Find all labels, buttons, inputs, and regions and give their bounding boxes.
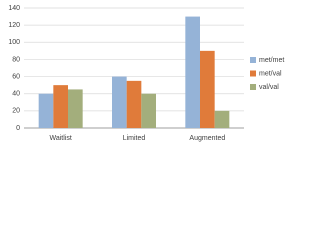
y-tick-label: 40 [12,91,20,98]
x-tick-label: Waitlist [50,135,72,142]
legend-label: val/val [259,84,279,91]
y-tick-label: 80 [12,56,20,63]
bar [53,85,68,128]
legend-label: met/met [259,57,284,64]
bar [68,89,83,128]
bar [141,93,156,128]
y-tick-label: 100 [8,39,20,46]
legend-swatch [250,70,256,77]
bar [112,76,127,128]
legend-swatch [250,57,256,63]
y-tick-label: 120 [8,22,20,29]
x-tick-label: Augmented [189,135,225,142]
legend-swatch [250,84,256,90]
bar [214,110,230,128]
bar [200,50,215,128]
y-tick-label: 60 [12,73,20,80]
y-tick-label: 20 [12,108,20,115]
chart: 0 20 40 60 80 100 120 140 Waitlist Limited Augment… [8,5,284,142]
y-tick-label: 0 [16,125,20,132]
bar [126,80,142,128]
legend-label: met/val [259,70,282,77]
bar [38,93,54,128]
x-tick-label: Limited [123,135,146,142]
bar [185,16,200,129]
y-tick-label: 140 [8,5,20,12]
